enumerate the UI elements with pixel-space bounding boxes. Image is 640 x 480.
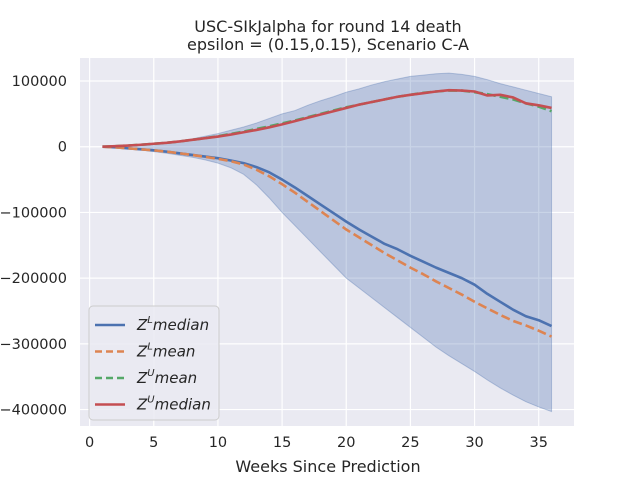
x-axis-ticks: 0 5 10 15 20 25 30 35 bbox=[85, 435, 548, 451]
legend: ZLmedian ZLmean ZUmean ZUmedian bbox=[88, 305, 220, 421]
y-tick-label: 100000 bbox=[12, 74, 67, 90]
legend-label: ZUmean bbox=[136, 368, 197, 387]
x-tick-label: 20 bbox=[337, 435, 355, 451]
x-tick-label: 30 bbox=[465, 435, 483, 451]
legend-label: ZLmedian bbox=[136, 315, 209, 334]
series-line-U-median bbox=[102, 88, 552, 149]
legend-box bbox=[88, 305, 220, 421]
legend-label: ZUmedian bbox=[136, 395, 211, 414]
chart-title-line1: USC-SIkJalpha for round 14 death bbox=[194, 17, 461, 36]
y-tick-label: −200000 bbox=[0, 271, 67, 287]
y-axis-ticks: 100000 0 −100000 −200000 −300000 −400000 bbox=[0, 74, 67, 419]
x-tick-label: 5 bbox=[149, 435, 158, 451]
y-tick-label: −400000 bbox=[0, 403, 67, 419]
x-tick-label: 15 bbox=[273, 435, 291, 451]
series-layer bbox=[102, 88, 553, 338]
series-line-L-mean bbox=[102, 145, 553, 338]
y-tick-label: 0 bbox=[58, 140, 67, 156]
x-tick-label: 25 bbox=[401, 435, 419, 451]
x-axis-label: Weeks Since Prediction bbox=[235, 457, 420, 476]
x-tick-label: 35 bbox=[529, 435, 547, 451]
legend-label: ZLmean bbox=[136, 342, 195, 361]
x-tick-label: 10 bbox=[209, 435, 227, 451]
y-tick-label: −300000 bbox=[0, 337, 67, 353]
x-tick-label: 0 bbox=[85, 435, 94, 451]
chart-title-line2: epsilon = (0.15,0.15), Scenario C-A bbox=[187, 35, 469, 54]
series-line-L-median bbox=[102, 145, 553, 328]
y-tick-label: −100000 bbox=[0, 205, 67, 221]
